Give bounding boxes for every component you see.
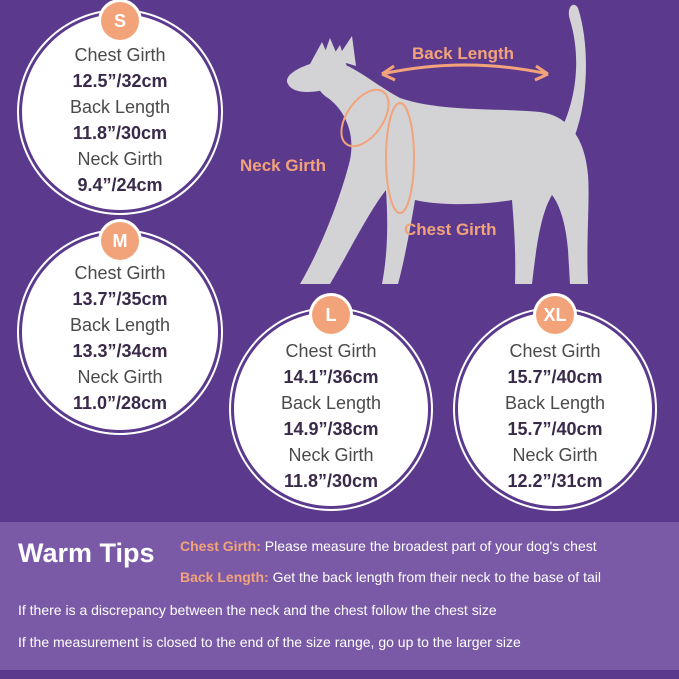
tip-back-length: Back Length: Get the back length from th… xyxy=(180,569,601,585)
measurement-label: Back Length xyxy=(504,393,606,413)
measurement-label: Back Length xyxy=(69,315,171,335)
measurement-label: Back Length xyxy=(69,97,171,117)
size-badge-s: S xyxy=(101,2,139,40)
tip-note: If there is a discrepancy between the ne… xyxy=(18,602,497,618)
warm-tips-title: Warm Tips xyxy=(18,538,155,568)
neck-girth-label: Neck Girth xyxy=(240,156,326,175)
tip-key: Back Length: xyxy=(180,569,269,585)
measurement-label: Chest Girth xyxy=(74,45,166,65)
tip-text: Get the back length from their neck to t… xyxy=(268,569,601,585)
tip-key: Chest Girth: xyxy=(180,538,261,554)
size-badge-m: M xyxy=(101,222,139,260)
measurement-label: Neck Girth xyxy=(77,149,163,169)
measurement-label: Back Length xyxy=(280,393,382,413)
measurement-value: 11.8”/30cm xyxy=(283,471,379,491)
measurement-label: Chest Girth xyxy=(509,341,601,361)
measurement-value: 13.7”/35cm xyxy=(72,289,168,309)
measurement-value: 15.7”/40cm xyxy=(507,419,603,439)
measurement-label: Chest Girth xyxy=(74,263,166,283)
measurement-value: 12.2”/31cm xyxy=(507,471,603,491)
measurement-value: 15.7”/40cm xyxy=(507,367,603,387)
measurement-value: 11.8”/30cm xyxy=(72,123,168,143)
measurement-label: Neck Girth xyxy=(288,445,374,465)
measurement-value: 14.9”/38cm xyxy=(283,419,379,439)
measurement-label: Neck Girth xyxy=(512,445,598,465)
measurement-value: 12.5”/32cm xyxy=(72,71,168,91)
size-card-l: Chest Girth 14.1”/36cm Back Length 14.9”… xyxy=(234,312,428,506)
size-card-xl: Chest Girth 15.7”/40cm Back Length 15.7”… xyxy=(458,312,652,506)
size-badge-l: L xyxy=(312,296,350,334)
measurement-label: Chest Girth xyxy=(285,341,377,361)
tip-chest-girth: Chest Girth: Please measure the broadest… xyxy=(180,538,597,554)
tip-note: If the measurement is closed to the end … xyxy=(18,634,521,650)
warm-tips-panel: Warm Tips Chest Girth: Please measure th… xyxy=(0,522,679,670)
measurement-label: Neck Girth xyxy=(77,367,163,387)
chest-girth-label: Chest Girth xyxy=(404,220,497,239)
size-badge-xl: XL xyxy=(536,296,574,334)
size-card-s: Chest Girth 12.5”/32cm Back Length 11.8”… xyxy=(22,14,218,210)
measurement-value: 9.4”/24cm xyxy=(77,175,163,195)
tip-text: Please measure the broadest part of your… xyxy=(260,538,597,554)
measurement-value: 11.0”/28cm xyxy=(72,393,168,413)
back-length-label: Back Length xyxy=(412,44,515,63)
measurement-value: 13.3”/34cm xyxy=(72,341,168,361)
measurement-value: 14.1”/36cm xyxy=(283,367,379,387)
cat-silhouette-icon xyxy=(286,4,589,284)
size-card-m: Chest Girth 13.7”/35cm Back Length 13.3”… xyxy=(22,234,218,430)
bottom-bar xyxy=(0,670,679,679)
